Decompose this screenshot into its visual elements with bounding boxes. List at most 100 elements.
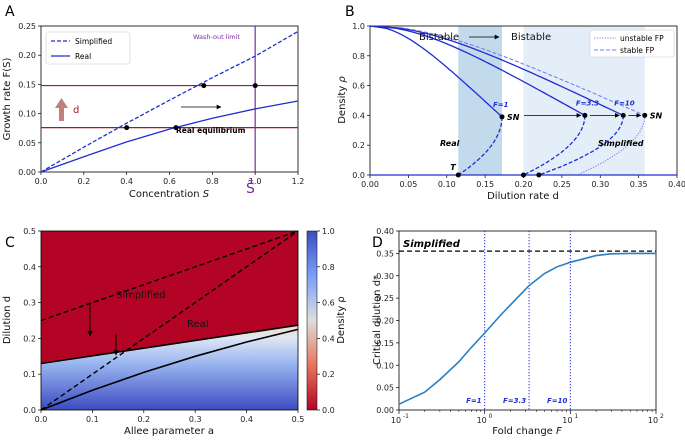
panel-b: B 0.00 0.05 0.10 0.15 0.20 0.25 0.30 0.35 0.400.…	[337, 4, 685, 202]
panel-a-xtick-label: 0.6	[163, 177, 176, 186]
panel-c-xtick-label: 0.0	[35, 415, 48, 424]
saddle-node-point	[582, 112, 588, 118]
saddle-node-point	[620, 112, 626, 118]
saddle-node-point	[642, 112, 648, 118]
boundary-real-lower	[40, 328, 299, 411]
panel-b-lines: F=1 F=3.3 F=10 SN SN T	[369, 25, 677, 178]
s-tilde-label: S̃	[246, 180, 255, 197]
panel-b-ytick-label: 0.4	[352, 111, 365, 120]
panel-b-xtick-label: 0.05	[399, 180, 417, 189]
panel-a-ylabel: Growth rate F(S)	[2, 58, 13, 141]
panel-a-xtick-label: 0.2	[77, 177, 90, 186]
legend-simplified: Simplified	[75, 37, 112, 46]
panel-a-xtick-label: 0.0	[35, 177, 48, 186]
panel-b-ytick-label: 0.6	[352, 82, 365, 91]
panel-d-frame	[398, 230, 657, 411]
panel-b-letter: B	[345, 4, 355, 20]
colorbar-tick-label: 0.0	[322, 406, 335, 415]
equilibrium-point	[173, 125, 179, 131]
panel-c-ytick-label: 0.4	[23, 263, 36, 272]
fold-change-label: F=10	[547, 397, 568, 405]
bistable-label-1: Bistable	[419, 32, 459, 43]
equilibrium-point	[124, 125, 130, 131]
unstable-branch	[457, 116, 503, 176]
panel-c-ytick-label: 0.2	[23, 334, 36, 343]
transcritical-point	[521, 172, 526, 178]
legend-stable: stable FP	[620, 46, 655, 55]
stable-branch	[369, 25, 586, 116]
simplified-stable-branch	[369, 25, 646, 116]
series-simplified	[40, 30, 299, 173]
panel-c-ticks: 0.0 0.1 0.2 0.3 0.4 0.5 0.0 0.1 0.2 0.3 0.4 0.5	[23, 227, 304, 424]
panel-d-xtick-label: 10	[391, 416, 401, 425]
fold-change-label: F=3.3	[503, 397, 526, 405]
panel-a-ytick-label: 0.25	[18, 22, 36, 31]
colorbar-tick-label: 0.4	[322, 334, 335, 343]
panel-a-ytick-label: 0.20	[18, 51, 36, 60]
panel-b-ytick-label: 0.2	[352, 141, 365, 150]
stable-branch	[369, 25, 503, 118]
panel-b-xtick-label: 0.00	[361, 180, 379, 189]
simplified-region-label: Simplified	[116, 290, 166, 301]
bistable-label-2: Bistable	[511, 32, 551, 43]
transcritical-point	[536, 172, 542, 178]
panel-c-letter: C	[5, 235, 15, 251]
panel-b-xtick-label: 0.10	[438, 180, 456, 189]
panel-a-xtick-label: 1.2	[292, 177, 305, 186]
colorbar-tick-label: 0.8	[322, 263, 335, 272]
panel-d-xtick-exp: -1	[403, 413, 409, 420]
colorbar-tick-label: 0.2	[322, 370, 335, 379]
colorbar-tick-label: 1.0	[322, 227, 335, 236]
d-arrow-label: d	[73, 105, 79, 116]
panel-b-xtick-label: 0.25	[553, 180, 571, 189]
legend-real: Real	[75, 52, 91, 61]
sn-label: SN	[650, 111, 663, 120]
panel-b-ticks: 0.00 0.05 0.10 0.15 0.20 0.25 0.30 0.35 0.40 0.0 0…	[352, 22, 685, 189]
panel-a-xlabel: Concentration S	[129, 189, 210, 200]
panel-c-ytick-label: 0.5	[23, 227, 36, 236]
panel-a-legend: Simplified Real	[45, 31, 131, 65]
panel-d-ytick-label: 0.40	[376, 227, 394, 236]
curve-label: F=1	[493, 101, 509, 109]
boundary-simplified-lower	[40, 230, 299, 411]
panel-a-ytick-label: 0.15	[18, 80, 36, 89]
series-real	[40, 100, 299, 173]
boundary-real-upper	[40, 324, 299, 365]
panel-b-xtick-label: 0.30	[591, 180, 609, 189]
panel-c-xtick-label: 0.2	[137, 415, 150, 424]
curve-label: F=10	[614, 99, 635, 107]
panel-b-xtick-label: 0.15	[476, 180, 494, 189]
panel-a: A 0.0 0.2 0.4 0.6 0.8 1.0 1.20.000.050.100.150…	[2, 4, 304, 200]
panel-b-xlabel: Dilution rate d	[487, 191, 559, 202]
panel-d-ytick-label: 0.35	[376, 249, 394, 258]
panel-b-xtick-label: 0.40	[668, 180, 685, 189]
panel-c-xlabel: Allee parameter a	[124, 426, 214, 437]
unstable-branch	[538, 115, 624, 176]
panel-b-ytick-label: 0.0	[352, 171, 365, 180]
panel-d-ytick-label: 0.05	[376, 384, 394, 393]
simplified-unstable-branch	[576, 115, 646, 176]
colorbar	[306, 230, 318, 411]
panel-d-ytick-label: 0.10	[376, 361, 394, 370]
panel-a-ticks: 0.0 0.2 0.4 0.6 0.8 1.0 1.2 0.00 0.05 0.10 0.15 0.2…	[18, 22, 304, 186]
panel-c-ytick-label: 0.3	[23, 299, 36, 308]
panel-c-ytick-label: 0.0	[23, 406, 36, 415]
fold-change-label: F=1	[466, 397, 482, 405]
panel-d-letter: D	[372, 235, 383, 251]
panel-d-ytick-label: 0.00	[376, 406, 394, 415]
real-equilibrium-label: Real equilibrium	[176, 126, 246, 135]
simplified-label: Simplified	[598, 139, 644, 148]
t-label: T	[450, 163, 456, 172]
panel-d: D 10 -1 10 0 10 1 10 20.000.050.100.150.200.250…	[372, 227, 664, 437]
saddle-node-point	[499, 114, 505, 120]
panel-d-ytick-label: 0.30	[376, 272, 394, 281]
panel-b-ylabel: Density ρ	[337, 76, 348, 124]
panel-b-legend: unstable FP stable FP	[589, 29, 675, 58]
washout-label: Wash-out limit	[193, 33, 240, 41]
colorbar-label: Density ρ	[336, 296, 347, 344]
d-up-arrow	[55, 98, 68, 121]
curve-label: F=3.3	[576, 99, 599, 107]
critical-dilution-curve	[398, 252, 656, 405]
bistable-regions	[458, 26, 645, 175]
